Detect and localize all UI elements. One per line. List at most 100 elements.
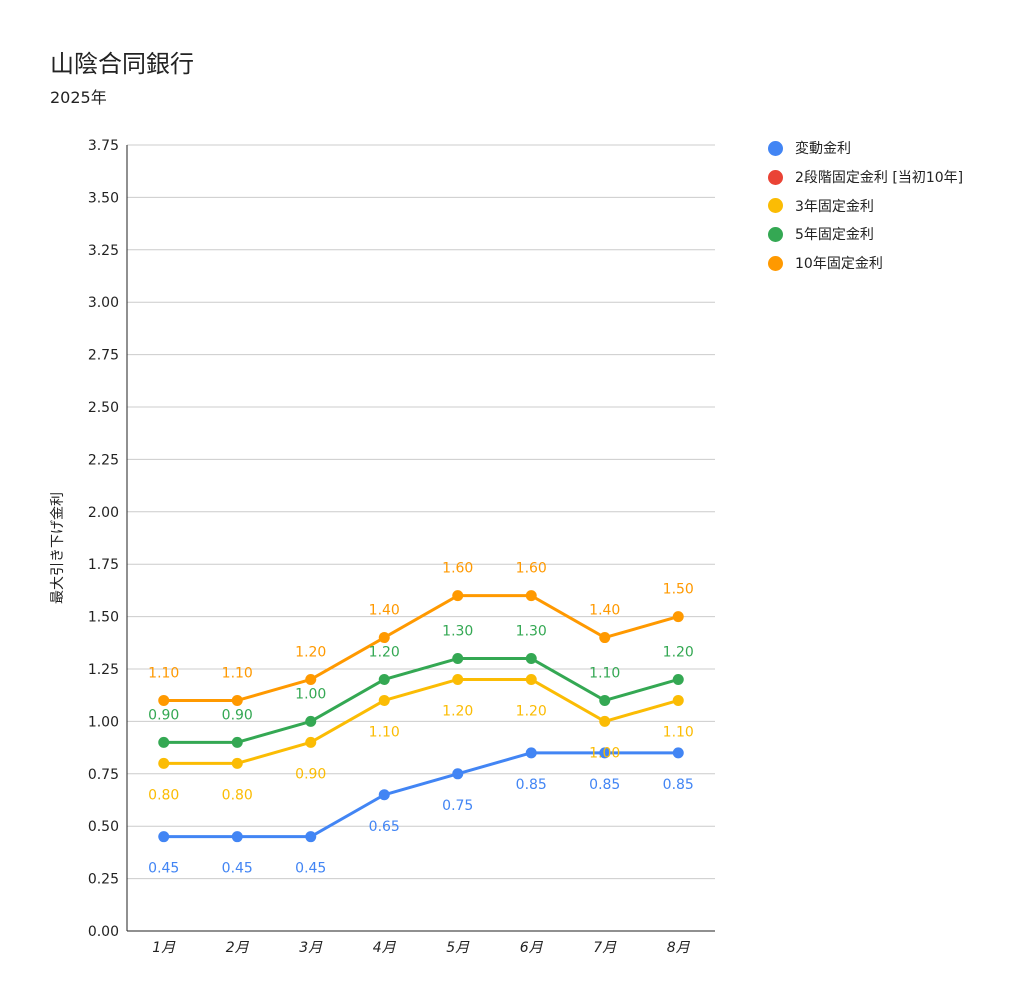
data-point — [231, 757, 243, 769]
x-tick-label: 3月 — [299, 940, 323, 956]
y-axis-label: 最大引き下げ金利 — [50, 492, 66, 604]
x-tick-label: 7月 — [593, 940, 617, 956]
data-point — [378, 632, 390, 644]
y-tick-label: 0.00 — [88, 924, 119, 940]
data-label: 1.60 — [516, 561, 547, 577]
data-label: 1.20 — [663, 644, 694, 660]
data-label: 1.10 — [589, 665, 620, 681]
legend-marker — [768, 226, 783, 242]
data-point — [158, 757, 170, 769]
data-label: 1.00 — [589, 745, 620, 761]
legend: 変動金利 2段階固定金利 [当初10年] 3年固定金利 5年固定金利 10年固定金利 — [768, 134, 963, 277]
legend-label: 3年固定金利 — [795, 198, 874, 215]
data-point — [525, 747, 537, 759]
data-label: 1.50 — [663, 582, 694, 598]
data-label: 0.45 — [148, 861, 179, 877]
y-tick-label: 3.25 — [88, 243, 119, 259]
data-point — [599, 694, 611, 706]
data-point — [672, 747, 684, 759]
data-label: 1.30 — [516, 624, 547, 640]
data-label: 1.20 — [442, 703, 473, 719]
data-label: 1.20 — [369, 644, 400, 660]
data-point — [158, 694, 170, 706]
y-tick-label: 2.50 — [88, 400, 119, 416]
data-point — [525, 673, 537, 685]
data-point — [305, 673, 317, 685]
data-point — [231, 831, 243, 843]
data-point — [378, 789, 390, 801]
data-point — [672, 673, 684, 685]
data-label: 0.85 — [516, 777, 547, 793]
data-label: 0.80 — [222, 787, 253, 803]
data-label: 0.80 — [148, 787, 179, 803]
legend-item: 変動金利 — [768, 134, 963, 163]
legend-label: 2段階固定金利 [当初10年] — [795, 170, 964, 187]
data-point — [305, 715, 317, 727]
chart-subtitle: 2025年 — [50, 88, 107, 107]
data-point — [452, 673, 464, 685]
x-tick-label: 6月 — [520, 940, 544, 956]
data-label: 1.60 — [442, 561, 473, 577]
data-label: 0.90 — [148, 707, 179, 723]
data-label: 1.30 — [442, 624, 473, 640]
y-tick-label: 3.00 — [88, 295, 119, 311]
data-label: 1.10 — [222, 665, 253, 681]
y-tick-label: 2.25 — [88, 452, 119, 468]
data-point — [452, 590, 464, 602]
legend-label: 10年固定金利 — [795, 256, 883, 273]
series-line — [163, 594, 679, 702]
chart-title: 山陰合同銀行 — [50, 50, 194, 78]
y-tick-label: 2.75 — [88, 348, 119, 364]
data-point — [525, 590, 537, 602]
legend-marker — [768, 198, 783, 214]
data-label: 1.10 — [369, 724, 400, 740]
series-group — [158, 590, 684, 843]
grid-lines — [126, 144, 715, 932]
legend-item: 10年固定金利 — [768, 249, 963, 278]
data-point — [158, 831, 170, 843]
data-point — [158, 736, 170, 748]
x-tick-label: 8月 — [667, 940, 691, 956]
legend-marker — [768, 140, 783, 156]
data-label: 1.20 — [516, 703, 547, 719]
y-tick-label: 3.50 — [88, 190, 119, 206]
data-label: 1.10 — [663, 724, 694, 740]
y-axis-ticks: 0.00 0.25 0.50 0.75 1.00 1.25 1.50 1.75 2.00 2.25… — [88, 138, 119, 940]
data-label: 0.65 — [369, 819, 400, 835]
data-point — [599, 747, 611, 759]
y-tick-label: 1.50 — [88, 610, 119, 626]
data-point — [305, 831, 317, 843]
x-axis-ticks: 1月 2月 3月 4月 5月 6月 7月 8月 — [152, 940, 690, 956]
data-labels: 0.45 0.45 0.45 0.65 0.75 0.85 0.85 0.85 0.80 0.80… — [148, 561, 694, 877]
x-tick-label: 1月 — [152, 940, 176, 956]
data-point — [452, 653, 464, 665]
y-tick-label: 1.75 — [88, 557, 119, 573]
data-label: 0.75 — [442, 798, 473, 814]
legend-label: 5年固定金利 — [795, 227, 874, 244]
data-label: 1.40 — [369, 603, 400, 619]
data-point — [452, 768, 464, 780]
y-tick-label: 0.25 — [88, 872, 119, 888]
series-line — [163, 677, 679, 765]
data-point — [231, 736, 243, 748]
data-label: 1.10 — [148, 665, 179, 681]
data-point — [672, 611, 684, 623]
x-tick-label: 2月 — [226, 940, 250, 956]
data-label: 0.45 — [295, 861, 326, 877]
legend-marker — [768, 169, 783, 185]
legend-marker — [768, 255, 783, 271]
data-label: 0.90 — [222, 707, 253, 723]
data-label: 0.85 — [663, 777, 694, 793]
y-tick-label: 0.50 — [88, 819, 119, 835]
y-tick-label: 3.75 — [88, 138, 119, 154]
y-tick-label: 1.25 — [88, 662, 119, 678]
legend-label: 変動金利 — [795, 141, 851, 158]
data-point — [231, 694, 243, 706]
x-tick-label: 4月 — [373, 940, 397, 956]
series-line — [163, 657, 679, 744]
data-point — [525, 653, 537, 665]
legend-item: 5年固定金利 — [768, 220, 963, 249]
data-point — [599, 715, 611, 727]
data-point — [305, 736, 317, 748]
